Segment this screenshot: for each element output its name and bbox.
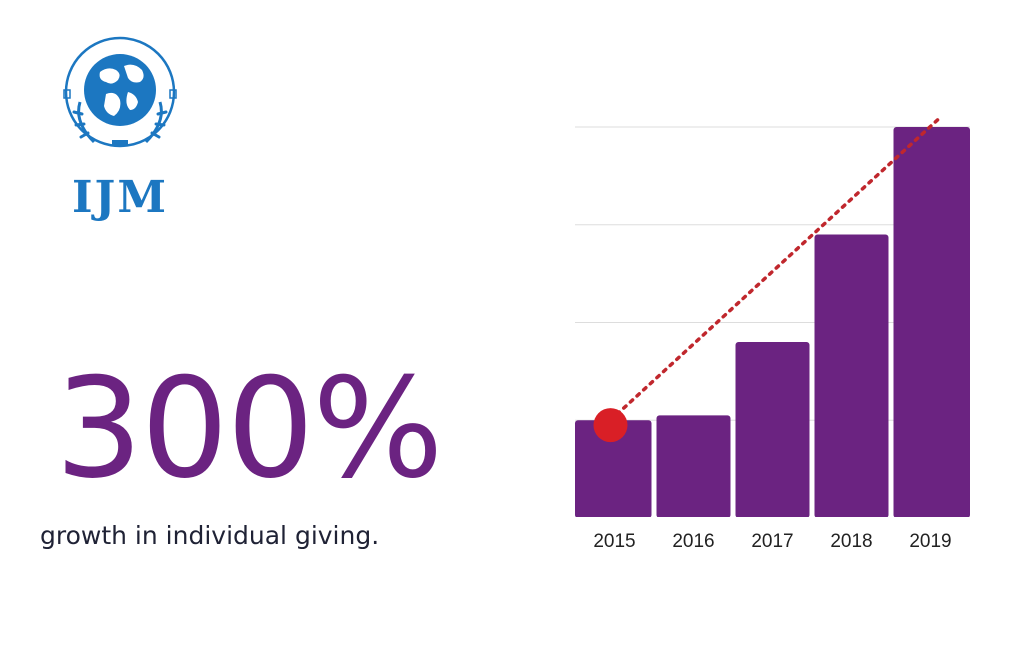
ijm-logo: IJM — [63, 36, 177, 223]
headline-caption: growth in individual giving. — [40, 521, 380, 550]
x-tick-label: 2016 — [672, 531, 714, 552]
highlight-point — [593, 408, 628, 443]
globe-wreath-icon — [63, 36, 177, 148]
bar-2017 — [735, 342, 810, 518]
logo-wordmark: IJM — [72, 172, 168, 223]
x-tick-label: 2019 — [909, 531, 951, 552]
bar-2016 — [656, 415, 731, 518]
trend-line — [608, 115, 943, 422]
x-tick-label: 2018 — [830, 531, 872, 552]
bar-2019 — [893, 127, 970, 518]
x-tick-label: 2015 — [593, 531, 635, 552]
bar-2018 — [814, 234, 889, 518]
bar-2015 — [575, 420, 652, 518]
x-tick-label: 2017 — [751, 531, 793, 552]
headline-stat: 300% — [55, 348, 444, 509]
